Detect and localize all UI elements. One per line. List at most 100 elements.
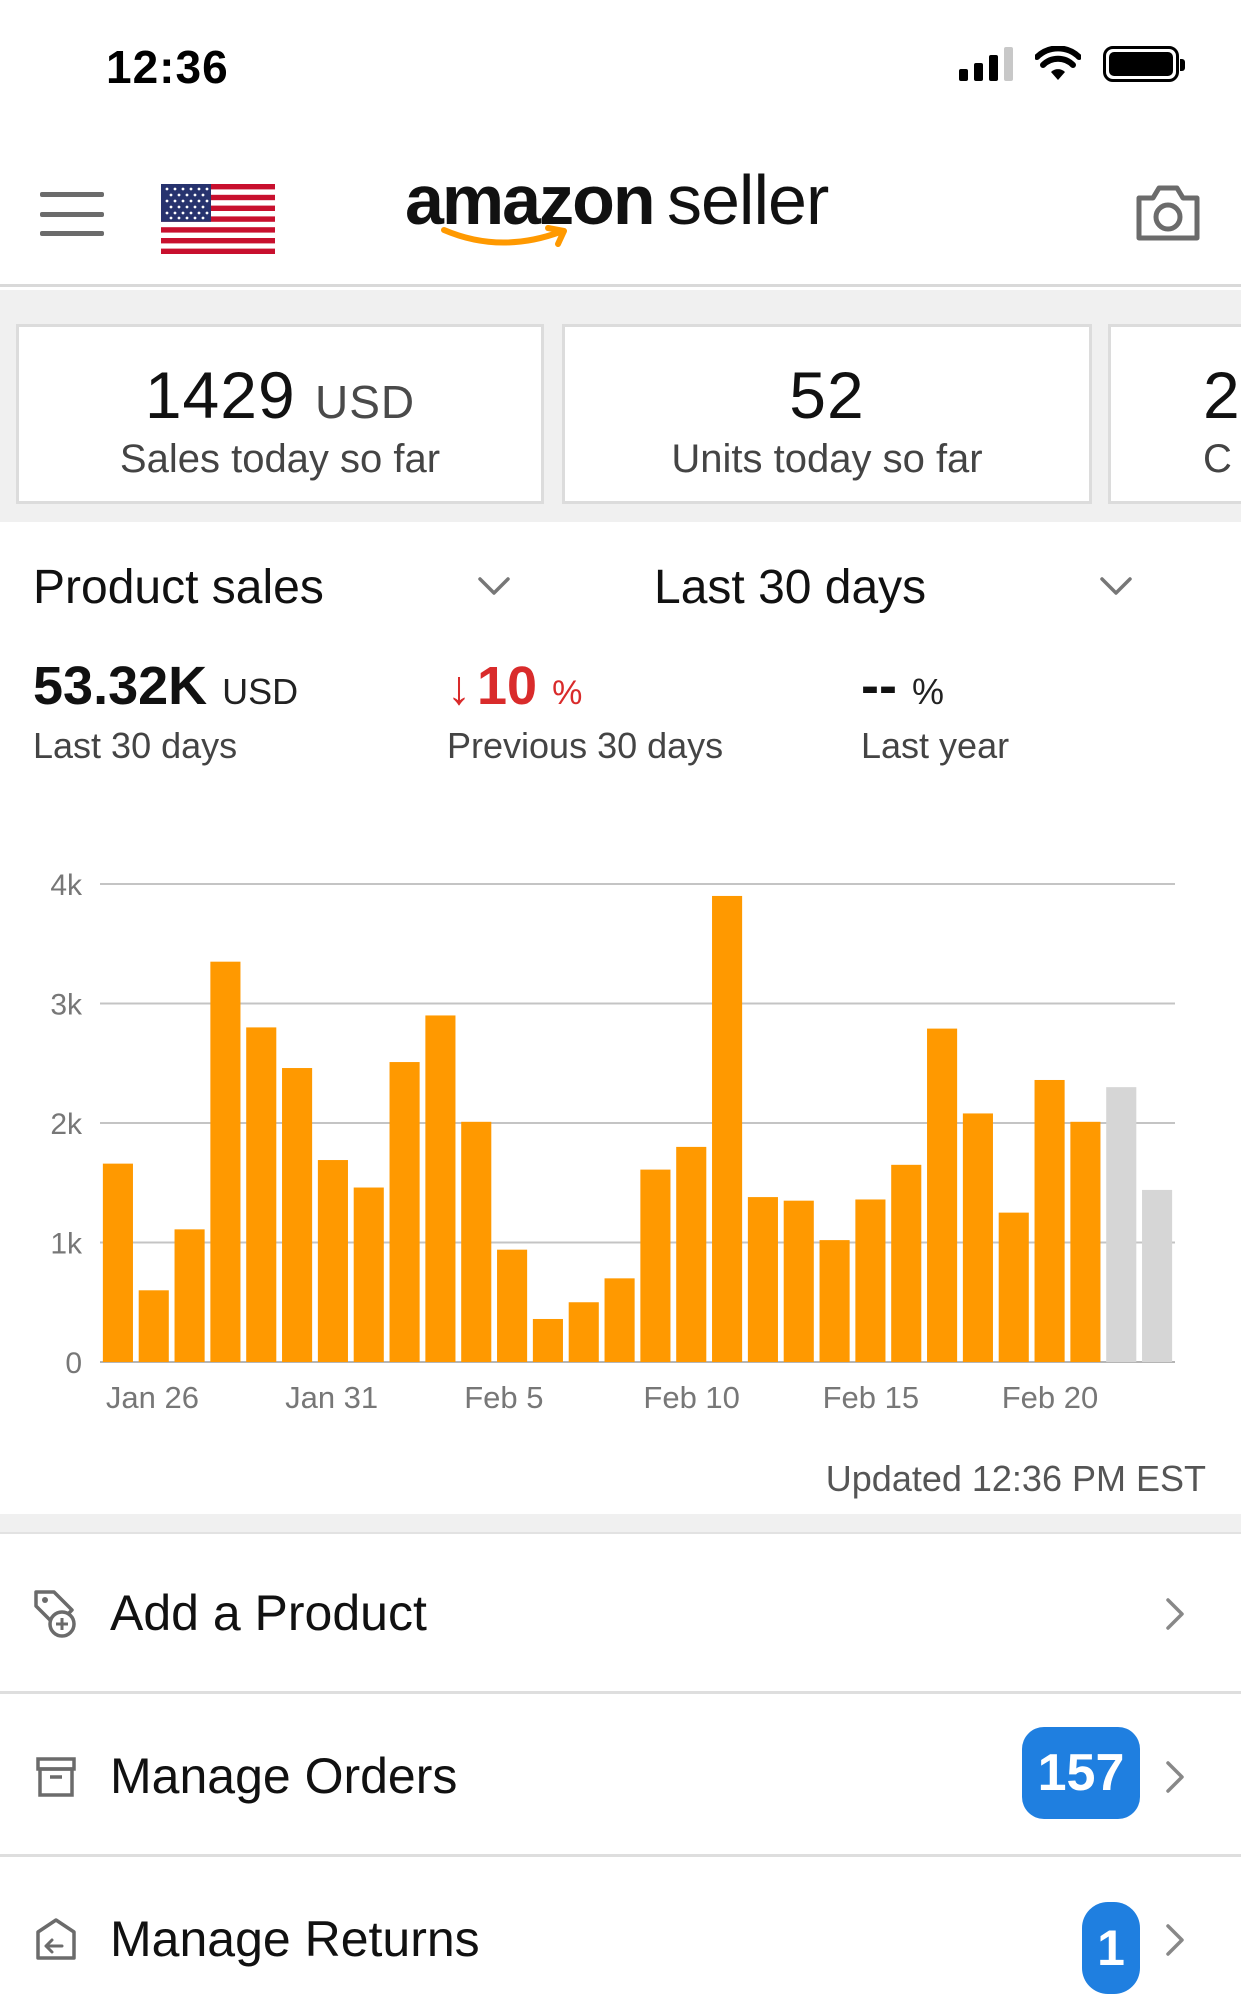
sales-bar[interactable] xyxy=(640,1169,671,1362)
camera-icon[interactable] xyxy=(1133,182,1203,244)
chevron-down-icon[interactable] xyxy=(1098,568,1134,604)
sales-today-label: Sales today so far xyxy=(119,437,441,481)
last-year-metric: -- % Last year xyxy=(861,655,1009,767)
updated-timestamp: Updated 12:36 PM EST xyxy=(825,1458,1206,1499)
us-flag-icon[interactable] xyxy=(161,184,275,254)
metric-dropdown[interactable]: Product sales xyxy=(33,561,324,614)
logo-word-amazon: amazon xyxy=(405,161,656,239)
return-box-icon xyxy=(36,1918,76,1960)
sales-bar[interactable] xyxy=(891,1164,922,1362)
sales-today-card[interactable]: 1429 USD Sales today so far xyxy=(16,324,544,504)
sales-metrics: 53.32K USD Last 30 days ↓ 10 % Previous 3… xyxy=(0,655,1241,775)
y-tick-label: 0 xyxy=(65,1347,82,1380)
total-sales-unit: USD xyxy=(222,671,299,712)
box-icon xyxy=(36,1757,76,1797)
x-tick-label: Feb 20 xyxy=(1002,1380,1099,1415)
third-summary-card[interactable]: 2 C xyxy=(1108,324,1241,504)
sales-bar[interactable] xyxy=(138,1290,169,1362)
total-sales-metric: 53.32K USD Last 30 days xyxy=(33,655,298,767)
y-tick-label: 1k xyxy=(50,1228,83,1261)
y-tick-label: 3k xyxy=(50,989,83,1022)
sales-bar[interactable] xyxy=(425,1015,456,1362)
cellular-signal-icon xyxy=(959,47,1013,81)
units-today-card[interactable]: 52 Units today so far xyxy=(562,324,1092,504)
manage-returns-item[interactable]: Manage Returns 1 xyxy=(0,1860,1241,1994)
third-card-value: 2 xyxy=(1203,358,1241,432)
last-year-unit: % xyxy=(911,671,944,712)
sales-bar[interactable] xyxy=(102,1163,133,1362)
last-year-value: -- xyxy=(861,656,897,716)
previous-period-metric: ↓ 10 % Previous 30 days xyxy=(447,655,723,767)
down-arrow-icon: ↓ xyxy=(447,662,471,715)
section-divider xyxy=(0,1514,1241,1534)
sales-bar[interactable] xyxy=(927,1028,958,1362)
x-tick-label: Feb 5 xyxy=(464,1380,543,1415)
sales-bar[interactable] xyxy=(604,1278,635,1362)
sales-bar[interactable] xyxy=(568,1302,599,1362)
status-icons xyxy=(959,46,1185,82)
chevron-right-icon xyxy=(1166,1598,1184,1630)
previous-change-value: 10 xyxy=(477,656,538,716)
total-sales-value: 53.32K xyxy=(33,656,208,716)
sales-bar[interactable] xyxy=(461,1121,492,1362)
sales-bar[interactable] xyxy=(962,1113,993,1362)
hamburger-menu-icon[interactable] xyxy=(40,192,104,236)
product-sales-bar-chart[interactable]: 0 1k 2k 3k 4k Jan 26 Jan 31 Feb 5 Feb 10 Feb 15 Fe… xyxy=(0,850,1241,1430)
chevron-right-icon xyxy=(1166,1924,1184,1956)
sales-bar[interactable] xyxy=(1070,1121,1101,1362)
sales-bar[interactable] xyxy=(353,1187,384,1362)
y-tick-label: 4k xyxy=(50,869,83,902)
sales-bar[interactable] xyxy=(819,1240,850,1362)
sales-bar[interactable] xyxy=(246,1027,277,1362)
sales-bar[interactable] xyxy=(497,1249,528,1362)
sales-bar[interactable] xyxy=(712,895,743,1362)
sales-bar[interactable] xyxy=(282,1068,313,1362)
manage-orders-label: Manage Orders xyxy=(110,1748,458,1804)
sales-bar[interactable] xyxy=(210,961,241,1362)
sales-bar[interactable] xyxy=(532,1318,563,1362)
sales-today-unit: USD xyxy=(315,376,416,428)
sales-bar[interactable] xyxy=(1142,1189,1173,1362)
status-bar: 12:36 xyxy=(0,0,1241,130)
manage-orders-item[interactable]: Manage Orders 157 xyxy=(0,1697,1241,1857)
sales-today-value: 1429 xyxy=(144,358,296,432)
manage-returns-label: Manage Returns xyxy=(110,1911,480,1967)
sales-bar[interactable] xyxy=(783,1200,814,1362)
status-time: 12:36 xyxy=(106,41,229,93)
amazon-smile-icon xyxy=(441,225,567,247)
summary-cards-carousel[interactable]: 1429 USD Sales today so far 52 Units tod… xyxy=(0,290,1241,522)
x-tick-label: Jan 31 xyxy=(285,1380,378,1415)
range-dropdown[interactable]: Last 30 days xyxy=(654,561,927,614)
previous-change-line: ↓ 10 % xyxy=(447,655,723,717)
x-tick-label: Feb 15 xyxy=(823,1380,920,1415)
sales-bar[interactable] xyxy=(174,1229,205,1362)
x-tick-label: Jan 26 xyxy=(106,1380,199,1415)
previous-period-label: Previous 30 days xyxy=(447,725,724,766)
battery-icon xyxy=(1103,46,1185,82)
logo-word-seller: seller xyxy=(667,161,829,239)
sales-today-value-line: 1429 USD xyxy=(19,357,541,433)
add-product-item[interactable]: Add a Product xyxy=(0,1534,1241,1694)
add-product-label: Add a Product xyxy=(110,1585,427,1641)
sales-bar[interactable] xyxy=(998,1212,1029,1362)
y-tick-label: 2k xyxy=(50,1108,83,1141)
returns-count-badge: 1 xyxy=(1082,1902,1140,1994)
sales-bar[interactable] xyxy=(676,1146,707,1362)
total-sales-label: Last 30 days xyxy=(33,725,238,766)
sales-bar[interactable] xyxy=(747,1197,778,1362)
sales-bar[interactable] xyxy=(855,1199,886,1362)
third-card-label: C xyxy=(1203,437,1232,481)
orders-count-badge: 157 xyxy=(1022,1727,1140,1819)
units-today-value: 52 xyxy=(789,358,865,432)
app-header: amazon seller xyxy=(0,130,1241,287)
tag-plus-icon xyxy=(34,1590,76,1638)
total-sales-line: 53.32K USD xyxy=(33,655,298,717)
amazon-seller-logo: amazon seller xyxy=(405,160,835,260)
sales-bar[interactable] xyxy=(389,1062,420,1362)
sales-bar[interactable] xyxy=(1034,1079,1065,1362)
x-tick-label: Feb 10 xyxy=(643,1380,740,1415)
sales-bar[interactable] xyxy=(1106,1087,1137,1362)
units-today-label: Units today so far xyxy=(671,437,983,481)
chevron-down-icon[interactable] xyxy=(476,568,512,604)
sales-bar[interactable] xyxy=(317,1160,348,1362)
